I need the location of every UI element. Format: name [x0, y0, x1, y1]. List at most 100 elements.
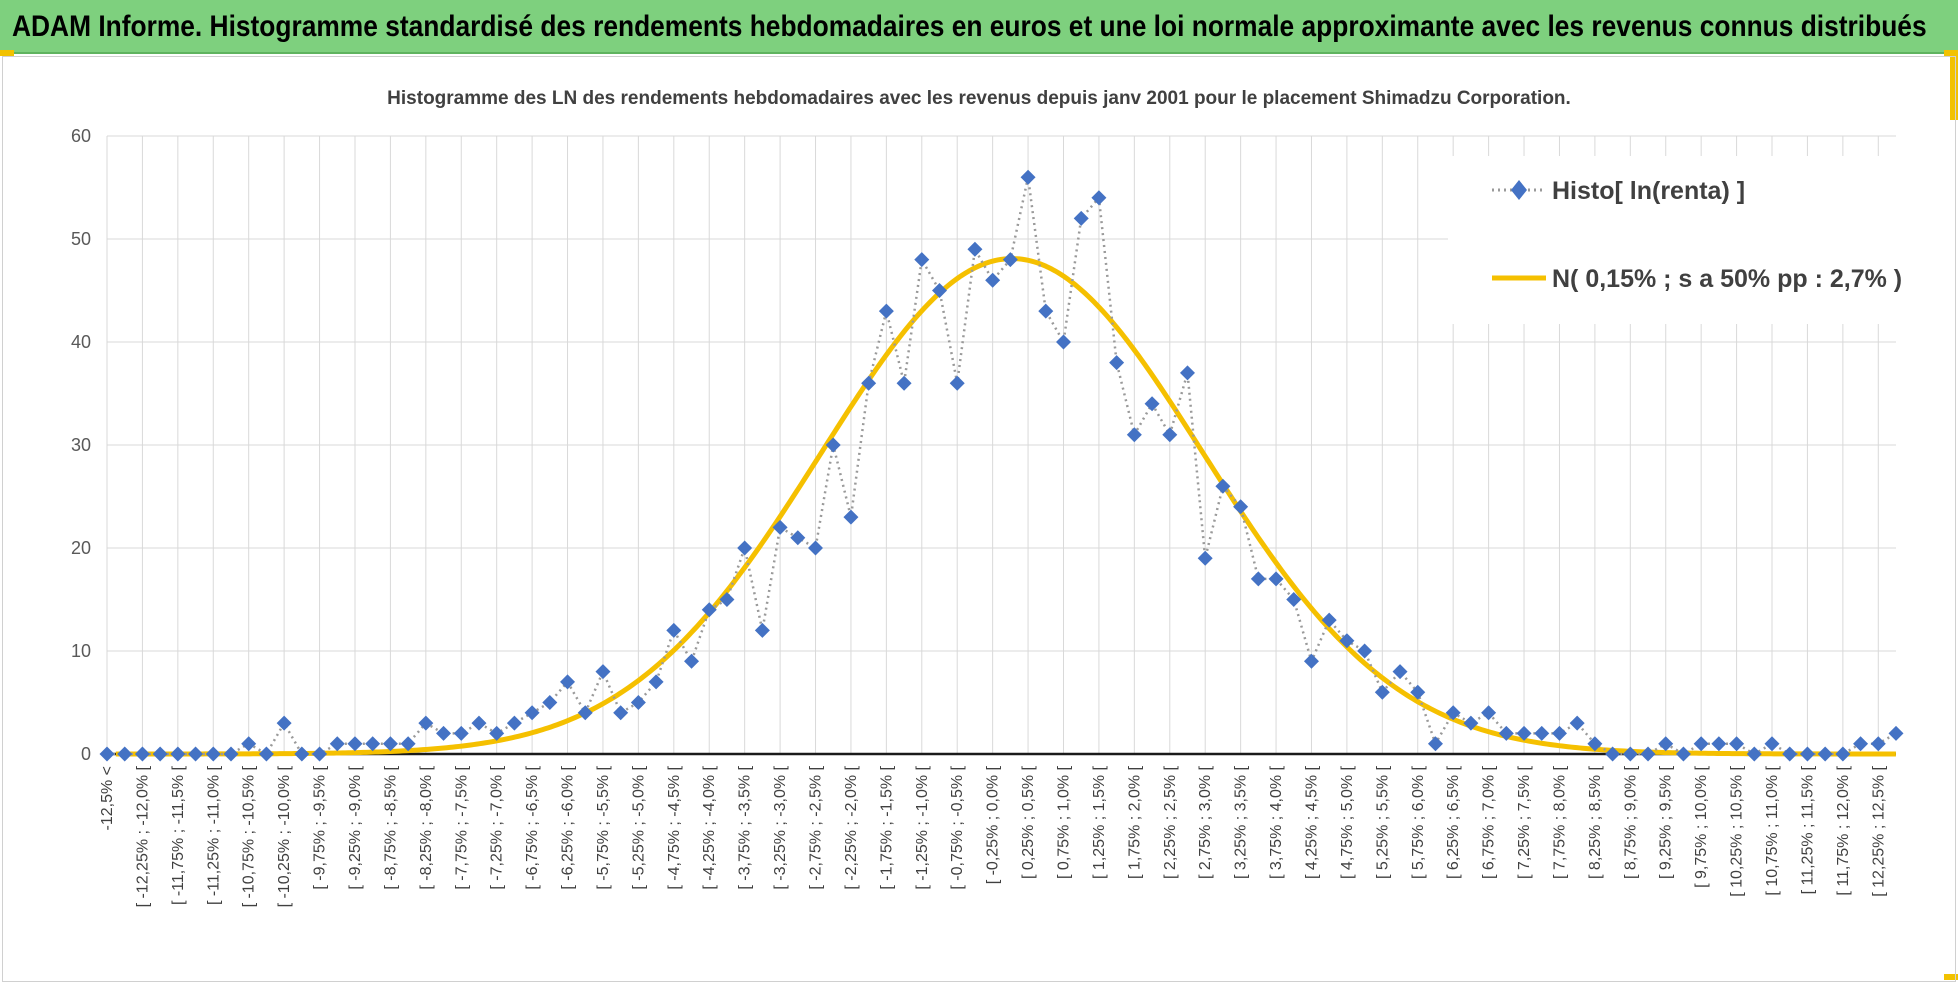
histo-point	[1321, 612, 1337, 628]
histo-point	[1622, 746, 1638, 762]
histo-point	[896, 375, 912, 391]
x-tick-label: [ 3,75% ; 4,0% [	[1268, 765, 1285, 879]
histo-point	[134, 746, 150, 762]
x-tick-label: [ -10,25% ; -10,0% [	[276, 765, 293, 907]
histo-point	[737, 540, 753, 556]
histo-point	[1002, 252, 1018, 268]
legend-label-histo: Histo[ ln(renta) ]	[1552, 177, 1745, 205]
histo-point	[1640, 746, 1656, 762]
histo-point	[312, 746, 328, 762]
histo-point	[1764, 736, 1780, 752]
x-tick-label: [ -3,75% ; -3,5% [	[737, 765, 754, 889]
histo-point	[506, 715, 522, 731]
histo-point	[542, 695, 558, 710]
y-tick-label: 30	[71, 435, 91, 455]
x-tick-label: [ 0,25% ; 0,5% [	[1020, 765, 1037, 879]
histo-point	[347, 736, 363, 752]
histo-point	[1799, 746, 1815, 762]
histo-point	[1445, 705, 1461, 721]
histo-point	[453, 725, 469, 741]
histo-point	[1286, 592, 1302, 607]
histo-point	[1516, 725, 1532, 741]
x-tick-label: [ 4,25% ; 4,5% [	[1303, 765, 1320, 879]
histo-point	[1463, 715, 1479, 731]
histo-point	[1268, 571, 1284, 587]
corner-mark-left	[0, 50, 14, 56]
x-tick-label: [ -1,75% ; -1,5% [	[878, 765, 895, 889]
chart-frame	[2, 56, 1956, 982]
histo-point	[1303, 653, 1319, 669]
histo-point	[666, 622, 682, 638]
x-tick-label: [ 10,75% ; 11,0% [	[1764, 765, 1781, 895]
x-tick-label: [ -8,75% ; -8,5% [	[382, 765, 399, 889]
x-tick-label: [ -11,25% ; -11,0% [	[205, 765, 222, 905]
x-tick-label: [ -5,25% ; -5,0% [	[630, 765, 647, 889]
histo-point	[400, 736, 416, 752]
histo-point	[825, 437, 841, 453]
histo-point	[1091, 190, 1107, 206]
x-tick-label: [ -2,75% ; -2,5% [	[808, 765, 825, 889]
x-tick-label: [ -0,75% ; -0,5% [	[949, 765, 966, 889]
x-tick-label: [ 0,75% ; 1,0% [	[1055, 765, 1072, 879]
series-histo	[99, 169, 1904, 762]
histo-point	[471, 715, 487, 731]
x-tick-label: [ 6,75% ; 7,0% [	[1481, 765, 1498, 879]
histo-point	[914, 252, 930, 268]
x-tick-label: [ -9,25% ; -9,0% [	[347, 765, 364, 889]
histo-point	[560, 674, 576, 690]
x-tick-label: [ 2,25% ; 2,5% [	[1162, 765, 1179, 879]
histo-point	[754, 622, 770, 638]
y-axis: 0 10 20 30 40 50 60	[71, 126, 91, 764]
x-tick-label: [ -8,25% ; -8,0% [	[418, 765, 435, 889]
x-tick-label: [ 7,25% ; 7,5% [	[1516, 765, 1533, 879]
y-tick-label: 0	[81, 744, 91, 764]
histo-point	[1392, 664, 1408, 680]
corner-mark-right-bar	[1950, 50, 1958, 120]
histo-point	[329, 736, 345, 752]
legend: Histo[ ln(renta) ] N( 0,15% ; s a 50% pp…	[1448, 156, 1938, 324]
histo-point	[1746, 746, 1762, 762]
histo-point	[932, 283, 948, 298]
histo-point	[701, 602, 717, 618]
x-tick-label: [ -1,25% ; -1,0% [	[914, 765, 931, 889]
histo-point	[489, 725, 505, 741]
x-tick-label: [ 12,25% ; 12,5% [	[1870, 765, 1887, 896]
histo-point	[1162, 427, 1178, 443]
histo-point	[1569, 715, 1585, 731]
histo-point	[843, 509, 859, 525]
histo-point	[117, 746, 133, 762]
histo-point	[1020, 169, 1036, 185]
y-tick-label: 60	[71, 126, 91, 146]
histo-point	[1675, 746, 1691, 762]
x-tick-label: [ -6,25% ; -6,0% [	[560, 765, 577, 889]
histo-point	[294, 746, 310, 762]
x-tick-label: [ -0,25% ; 0,0% [	[985, 765, 1002, 884]
histo-point	[1197, 550, 1213, 566]
histo-point	[99, 746, 115, 762]
x-tick-label: [ 5,75% ; 6,0% [	[1410, 765, 1427, 879]
histo-point	[258, 746, 274, 762]
page-title: ADAM Informe. Histogramme standardisé de…	[12, 10, 1927, 43]
histo-point	[1498, 725, 1514, 741]
histo-point	[949, 375, 965, 391]
x-tick-label: [ -6,75% ; -6,5% [	[524, 765, 541, 889]
legend-histo-marker-icon	[1511, 180, 1527, 200]
histo-point	[595, 664, 611, 680]
histo-point	[1870, 736, 1886, 752]
x-tick-label: [ 2,75% ; 3,0% [	[1197, 765, 1214, 879]
histo-point	[1782, 746, 1798, 762]
x-tick-label: [ 1,75% ; 2,0% [	[1126, 765, 1143, 879]
histo-point	[1144, 396, 1160, 412]
x-tick-label: [ 7,75% ; 8,0% [	[1551, 765, 1568, 879]
histo-point	[1888, 725, 1904, 741]
histo-point	[808, 540, 824, 556]
x-tick-label: [ 3,25% ; 3,5% [	[1233, 765, 1250, 879]
x-tick-label: [ -11,75% ; -11,5% [	[170, 765, 187, 905]
normal-curve-line	[115, 256, 1896, 757]
header-banner: ADAM Informe. Histogramme standardisé de…	[0, 0, 1958, 54]
histo-point	[1693, 736, 1709, 752]
x-tick-label: [ -4,75% ; -4,5% [	[666, 765, 683, 889]
x-tick-label: [ 8,25% ; 8,5% [	[1587, 765, 1604, 879]
histo-point	[1711, 736, 1727, 752]
